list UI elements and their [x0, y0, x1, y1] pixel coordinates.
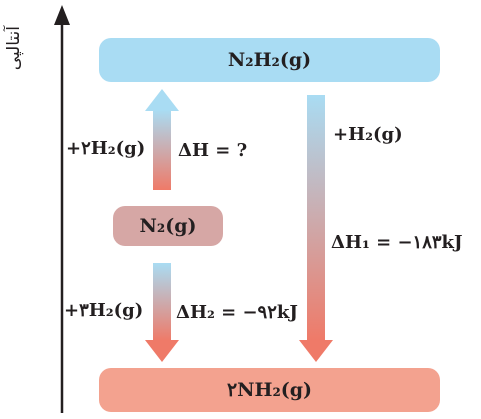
up-arrow-delta-h: ΔH = ? — [178, 140, 248, 161]
enthalpy-axis-label: آنتالپی — [4, 26, 24, 71]
down-right-arrow-reagent: +H₂(g) — [333, 124, 403, 145]
bottom-species-box: ۲NH₂(g) — [99, 368, 440, 412]
top-species-label: N₂H₂(g) — [227, 49, 312, 71]
top-species-box: N₂H₂(g) — [99, 38, 440, 82]
enthalpy-axis — [54, 5, 70, 413]
axis-arrowhead-icon — [54, 5, 70, 25]
arrow-down-left — [145, 263, 179, 362]
down-right-arrow-delta-h: ΔH₁ = −۱۸۳kJ — [331, 232, 463, 253]
arrow-up — [145, 89, 179, 190]
down-left-arrow-delta-h: ΔH₂ = −۹۲kJ — [176, 302, 298, 323]
down-left-arrow-reagent: +۳H₂(g) — [64, 300, 144, 321]
arrow-down-right — [299, 95, 333, 362]
bottom-species-label: ۲NH₂(g) — [226, 379, 313, 401]
middle-species-label: N₂(g) — [139, 215, 197, 237]
up-arrow-reagent: +۲H₂(g) — [66, 138, 146, 159]
middle-species-box: N₂(g) — [113, 206, 223, 246]
